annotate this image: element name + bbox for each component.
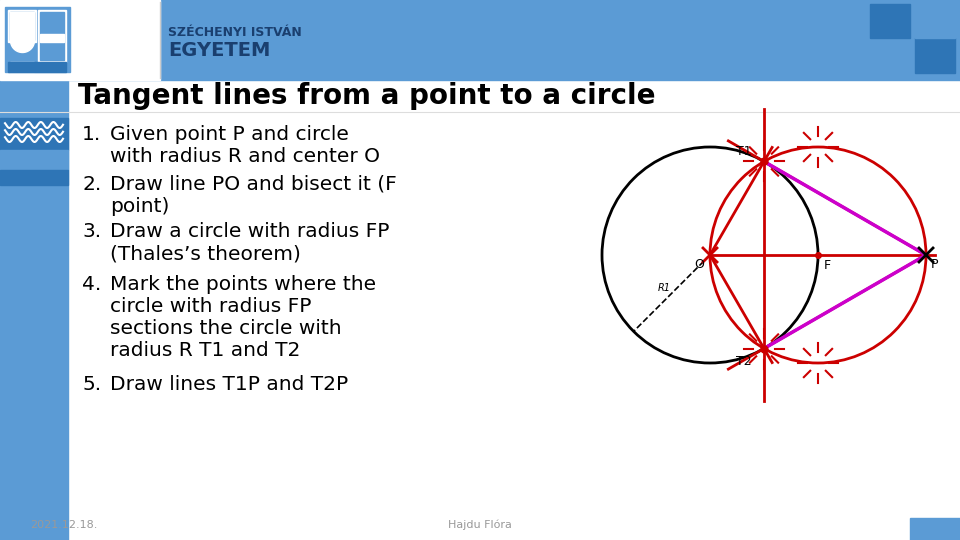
Text: point): point): [110, 197, 169, 216]
Text: Draw lines T1P and T2P: Draw lines T1P and T2P: [110, 375, 348, 394]
Bar: [870, 38, 910, 73]
Text: O: O: [694, 258, 704, 271]
Text: circle with radius FP: circle with radius FP: [110, 297, 311, 316]
Text: Mark the points where the: Mark the points where the: [110, 275, 376, 294]
Bar: [38, 10, 66, 62]
Bar: [0, 0, 960, 80]
Bar: [40, 12, 64, 60]
Text: R1: R1: [658, 283, 671, 293]
Text: 1.: 1.: [82, 125, 101, 144]
Bar: [0, 118, 68, 150]
Text: (Thales’s theorem): (Thales’s theorem): [110, 244, 300, 263]
Text: 3.: 3.: [82, 222, 101, 241]
Text: 5.: 5.: [82, 375, 101, 394]
Text: 4.: 4.: [82, 275, 101, 294]
Text: sections the circle with: sections the circle with: [110, 319, 342, 338]
Text: T2: T2: [736, 355, 752, 368]
Bar: [10, 12, 34, 40]
Text: Given point P and circle: Given point P and circle: [110, 125, 348, 144]
Bar: [8, 10, 36, 42]
Text: 2021.12.18.: 2021.12.18.: [30, 520, 97, 530]
Bar: [910, 518, 960, 540]
Text: Draw line PO and bisect it (F: Draw line PO and bisect it (F: [110, 175, 396, 194]
Text: T1: T1: [736, 145, 752, 158]
Text: 2.: 2.: [82, 175, 101, 194]
Bar: [0, 150, 68, 170]
Bar: [10, 62, 34, 72]
Bar: [870, 4, 910, 38]
Text: Draw a circle with radius FP: Draw a circle with radius FP: [110, 222, 390, 241]
Text: Hajdu Flóra: Hajdu Flóra: [448, 519, 512, 530]
Bar: [0, 80, 68, 540]
Bar: [915, 38, 955, 73]
Text: radius R T1 and T2: radius R T1 and T2: [110, 341, 300, 360]
Text: SZÉCHENYI ISTVÁN: SZÉCHENYI ISTVÁN: [168, 25, 301, 38]
Text: Tangent lines from a point to a circle: Tangent lines from a point to a circle: [78, 82, 656, 110]
Bar: [5, 7, 70, 72]
Bar: [0, 170, 68, 185]
Text: P: P: [931, 258, 939, 271]
Bar: [0, 0, 160, 80]
Text: with radius R and center O: with radius R and center O: [110, 147, 380, 166]
Text: EGYETEM: EGYETEM: [168, 40, 271, 59]
Bar: [915, 4, 955, 38]
Text: F: F: [824, 259, 831, 272]
Bar: [40, 34, 64, 42]
Bar: [8, 62, 66, 72]
